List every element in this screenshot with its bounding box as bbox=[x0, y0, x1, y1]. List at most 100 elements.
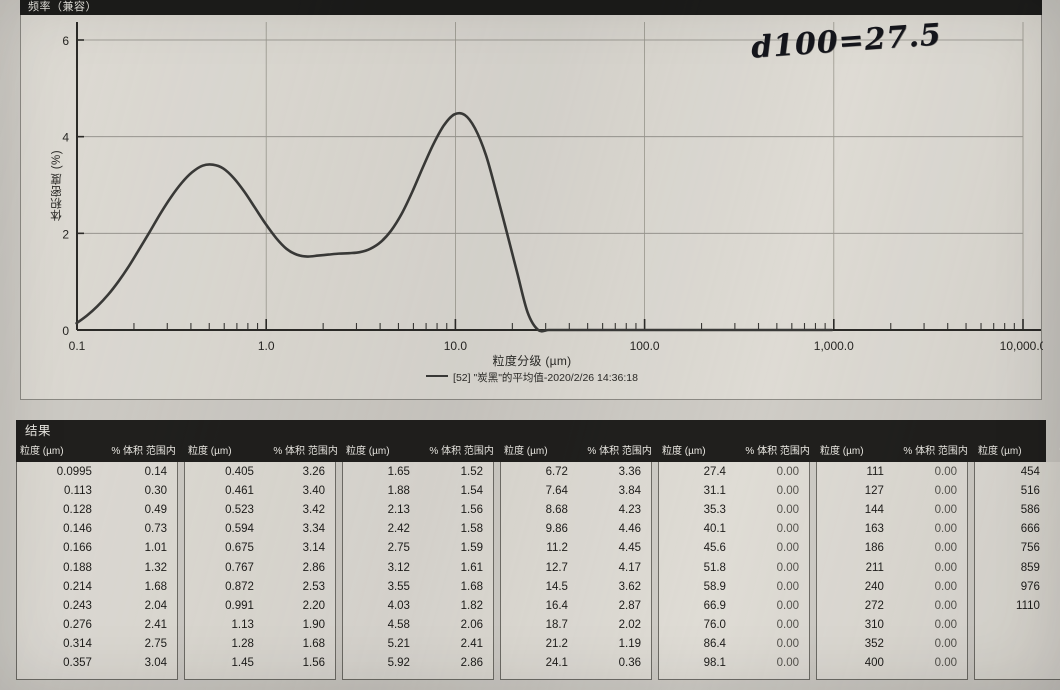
cell-volume-percent: 3.40 bbox=[302, 484, 325, 497]
cell-particle-size: 27.4 bbox=[703, 465, 726, 478]
cell-particle-size: 127 bbox=[864, 484, 884, 497]
table-row: 127 0.00 bbox=[817, 481, 967, 500]
cell-particle-size: 98.1 bbox=[703, 657, 726, 670]
results-header-group-4: 粒度 (µm) % 体积 范围内 bbox=[500, 442, 658, 462]
cell-volume-percent: 0.30 bbox=[144, 484, 167, 497]
cell-volume-percent: 0.00 bbox=[934, 619, 957, 632]
svg-text:2: 2 bbox=[62, 227, 69, 241]
cell-volume-percent: 4.45 bbox=[618, 542, 641, 555]
results-column-block-1: 0.0995 0.14 0.113 0.30 0.128 0.49 0.146 0.73 0.1… bbox=[16, 462, 178, 680]
table-row: 144 0.00 bbox=[817, 500, 967, 519]
results-column-block-4: 6.72 3.36 7.64 3.84 8.68 4.23 9.86 4.46 11.2 4.45… bbox=[500, 462, 652, 680]
cell-particle-size: 0.523 bbox=[225, 503, 254, 516]
column-header-size: 粒度 (µm) bbox=[188, 446, 232, 457]
cell-particle-size: 24.1 bbox=[545, 657, 568, 670]
table-row: 0.461 3.40 bbox=[185, 481, 335, 500]
table-row: 0.188 1.32 bbox=[17, 558, 177, 577]
results-column-block-7: 454 0.00 516 0.00 586 0.00 666 0.00 756 0.00 859 0.… bbox=[974, 462, 1060, 680]
table-row: 98.1 0.00 bbox=[659, 654, 809, 673]
cell-particle-size: 58.9 bbox=[703, 580, 726, 593]
results-column-block-6: 111 0.00 127 0.00 144 0.00 163 0.00 186 0.00 211 0.… bbox=[816, 462, 968, 680]
cell-particle-size: 5.21 bbox=[387, 638, 410, 651]
cell-volume-percent: 0.00 bbox=[776, 619, 799, 632]
cell-volume-percent: 0.00 bbox=[934, 503, 957, 516]
table-row: 111 0.00 bbox=[817, 462, 967, 481]
table-row: 586 0.00 bbox=[975, 500, 1060, 519]
cell-volume-percent: 1.58 bbox=[460, 523, 483, 536]
results-header-group-7: 粒度 (µm) % 体积 范围内 bbox=[974, 442, 1060, 462]
cell-volume-percent: 3.04 bbox=[144, 657, 167, 670]
cell-particle-size: 11.2 bbox=[546, 542, 568, 555]
cell-particle-size: 0.166 bbox=[63, 542, 92, 555]
cell-volume-percent: 2.04 bbox=[144, 599, 167, 612]
svg-text:10,000.0: 10,000.0 bbox=[1000, 339, 1043, 353]
cell-particle-size: 1.28 bbox=[231, 638, 254, 651]
table-row: 1110 bbox=[975, 596, 1060, 615]
cell-particle-size: 976 bbox=[1020, 580, 1040, 593]
table-row: 0.128 0.49 bbox=[17, 500, 177, 519]
table-row: 58.9 0.00 bbox=[659, 577, 809, 596]
cell-volume-percent: 3.34 bbox=[302, 523, 325, 536]
svg-text:10.0: 10.0 bbox=[444, 339, 468, 353]
cell-particle-size: 352 bbox=[864, 638, 884, 651]
column-header-percent: % 体积 范围内 bbox=[1054, 442, 1060, 462]
cell-volume-percent: 1.68 bbox=[302, 638, 325, 651]
table-row: 0.214 1.68 bbox=[17, 577, 177, 596]
cell-volume-percent: 0.00 bbox=[776, 465, 799, 478]
table-row: 86.4 0.00 bbox=[659, 635, 809, 654]
results-column-block-3: 1.65 1.52 1.88 1.54 2.13 1.56 2.42 1.58 2.75 1.59… bbox=[342, 462, 494, 680]
cell-volume-percent: 2.75 bbox=[144, 638, 167, 651]
cell-particle-size: 0.767 bbox=[225, 561, 254, 574]
cell-volume-percent: 0.00 bbox=[934, 542, 957, 555]
table-row: 0.405 3.26 bbox=[185, 462, 335, 481]
table-row: 0.243 2.04 bbox=[17, 596, 177, 615]
cell-particle-size: 1.45 bbox=[231, 657, 254, 670]
cell-particle-size: 111 bbox=[866, 465, 884, 478]
column-header-size: 粒度 (µm) bbox=[820, 446, 864, 457]
results-column-block-2: 0.405 3.26 0.461 3.40 0.523 3.42 0.594 3.34 0.67… bbox=[184, 462, 336, 680]
table-row: 0.594 3.34 bbox=[185, 520, 335, 539]
cell-volume-percent: 1.90 bbox=[302, 619, 325, 632]
cell-particle-size: 0.675 bbox=[225, 542, 254, 555]
cell-volume-percent: 0.00 bbox=[934, 523, 957, 536]
cell-particle-size: 3.12 bbox=[387, 561, 410, 574]
table-row: 6.72 3.36 bbox=[501, 462, 651, 481]
cell-particle-size: 4.03 bbox=[387, 599, 410, 612]
cell-volume-percent: 0.00 bbox=[776, 542, 799, 555]
cell-volume-percent: 0.00 bbox=[1052, 466, 1060, 478]
cell-particle-size: 76.0 bbox=[703, 619, 726, 632]
cell-volume-percent: 0.00 bbox=[776, 484, 799, 497]
table-row: 66.9 0.00 bbox=[659, 596, 809, 615]
table-row: 1.88 1.54 bbox=[343, 481, 493, 500]
cell-particle-size: 0.357 bbox=[63, 657, 92, 670]
cell-volume-percent: 0.14 bbox=[144, 465, 167, 478]
cell-particle-size: 0.461 bbox=[225, 484, 254, 497]
cell-volume-percent: 0.00 bbox=[934, 638, 957, 651]
cell-particle-size: 86.4 bbox=[703, 638, 726, 651]
table-row: 12.7 4.17 bbox=[501, 558, 651, 577]
results-header-group-2: 粒度 (µm) % 体积 范围内 bbox=[184, 442, 342, 462]
chart-legend: [52] "炭黑"的平均值-2020/2/26 14:36:18 bbox=[21, 370, 1043, 385]
column-header-size: 粒度 (µm) bbox=[346, 446, 390, 457]
legend-line-swatch bbox=[426, 375, 449, 378]
svg-text:0: 0 bbox=[62, 324, 69, 338]
cell-particle-size: 6.72 bbox=[545, 465, 568, 478]
cell-volume-percent: 2.41 bbox=[144, 619, 167, 632]
cell-particle-size: 7.64 bbox=[545, 484, 568, 497]
table-row: 0.872 2.53 bbox=[185, 577, 335, 596]
cell-volume-percent: 3.42 bbox=[302, 503, 325, 516]
cell-volume-percent: 0.00 bbox=[776, 580, 799, 593]
table-row: 0.357 3.04 bbox=[17, 654, 177, 673]
cell-particle-size: 12.7 bbox=[545, 561, 568, 574]
cell-particle-size: 8.68 bbox=[545, 503, 568, 516]
table-row: 40.1 0.00 bbox=[659, 520, 809, 539]
cell-volume-percent: 0.00 bbox=[1052, 504, 1060, 516]
table-row: 11.2 4.45 bbox=[501, 539, 651, 558]
table-row: 0.0995 0.14 bbox=[17, 462, 177, 481]
svg-text:100.0: 100.0 bbox=[630, 339, 660, 353]
cell-volume-percent: 3.84 bbox=[618, 484, 641, 497]
cell-particle-size: 310 bbox=[864, 619, 884, 632]
column-header-percent: % 体积 范围内 bbox=[745, 446, 810, 457]
plot-area: 0 2 4 6 0.1 1.0 10.0 100.0 1,000.0 10,000.0 bbox=[21, 0, 1043, 400]
cell-volume-percent: 4.17 bbox=[618, 561, 641, 574]
